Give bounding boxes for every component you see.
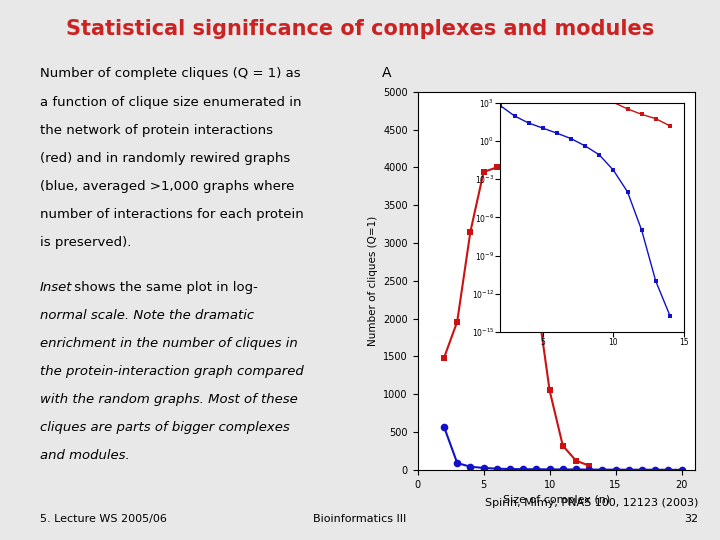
Text: 5. Lecture WS 2005/06: 5. Lecture WS 2005/06 — [40, 514, 166, 524]
Text: Number of complete cliques (Q = 1) as: Number of complete cliques (Q = 1) as — [40, 68, 300, 80]
Text: A: A — [382, 66, 391, 80]
Text: cliques are parts of bigger complexes: cliques are parts of bigger complexes — [40, 421, 289, 434]
Text: Statistical significance of complexes and modules: Statistical significance of complexes an… — [66, 19, 654, 39]
Text: shows the same plot in log-: shows the same plot in log- — [70, 281, 258, 294]
Text: with the random graphs. Most of these: with the random graphs. Most of these — [40, 393, 297, 406]
Text: Inset: Inset — [40, 281, 72, 294]
Text: Bioinformatics III: Bioinformatics III — [313, 514, 407, 524]
Text: is preserved).: is preserved). — [40, 236, 131, 249]
Text: the network of protein interactions: the network of protein interactions — [40, 124, 273, 137]
Text: Spirin, Mimy, PNAS 100, 12123 (2003): Spirin, Mimy, PNAS 100, 12123 (2003) — [485, 497, 698, 508]
Text: and modules.: and modules. — [40, 449, 130, 462]
X-axis label: Size of complex (n): Size of complex (n) — [503, 495, 610, 505]
Text: (red) and in randomly rewired graphs: (red) and in randomly rewired graphs — [40, 152, 290, 165]
Text: normal scale. Note the dramatic: normal scale. Note the dramatic — [40, 309, 253, 322]
Y-axis label: Number of cliques (Q=1): Number of cliques (Q=1) — [368, 215, 377, 346]
Text: number of interactions for each protein: number of interactions for each protein — [40, 208, 303, 221]
Text: (blue, averaged >1,000 graphs where: (blue, averaged >1,000 graphs where — [40, 180, 294, 193]
Text: the protein-interaction graph compared: the protein-interaction graph compared — [40, 365, 303, 378]
Text: 32: 32 — [684, 514, 698, 524]
Text: enrichment in the number of cliques in: enrichment in the number of cliques in — [40, 337, 297, 350]
Text: a function of clique size enumerated in: a function of clique size enumerated in — [40, 96, 301, 109]
